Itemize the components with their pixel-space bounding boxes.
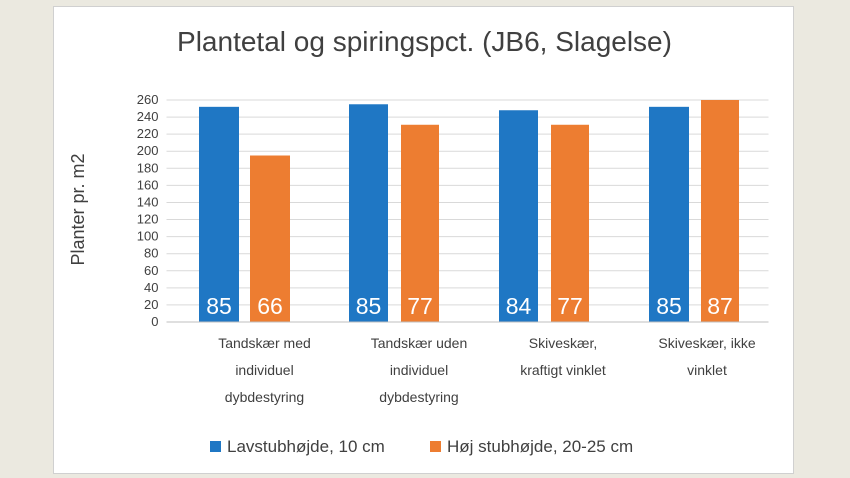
svg-text:160: 160 bbox=[137, 177, 159, 192]
svg-text:260: 260 bbox=[137, 92, 159, 107]
svg-text:85: 85 bbox=[206, 293, 232, 319]
svg-text:40: 40 bbox=[144, 280, 158, 295]
svg-text:240: 240 bbox=[137, 109, 159, 124]
svg-text:120: 120 bbox=[137, 212, 159, 227]
svg-text:77: 77 bbox=[407, 293, 433, 319]
svg-text:100: 100 bbox=[137, 229, 159, 244]
svg-text:20: 20 bbox=[144, 297, 158, 312]
svg-text:180: 180 bbox=[137, 160, 159, 175]
svg-text:77: 77 bbox=[557, 293, 583, 319]
svg-text:85: 85 bbox=[356, 293, 382, 319]
svg-text:220: 220 bbox=[137, 126, 159, 141]
svg-text:87: 87 bbox=[707, 293, 733, 319]
svg-text:85: 85 bbox=[656, 293, 682, 319]
svg-text:200: 200 bbox=[137, 143, 159, 158]
svg-text:0: 0 bbox=[151, 314, 158, 329]
svg-text:60: 60 bbox=[144, 263, 158, 278]
svg-text:66: 66 bbox=[257, 293, 283, 319]
svg-text:80: 80 bbox=[144, 246, 158, 261]
svg-text:84: 84 bbox=[506, 293, 532, 319]
svg-text:140: 140 bbox=[137, 194, 159, 209]
